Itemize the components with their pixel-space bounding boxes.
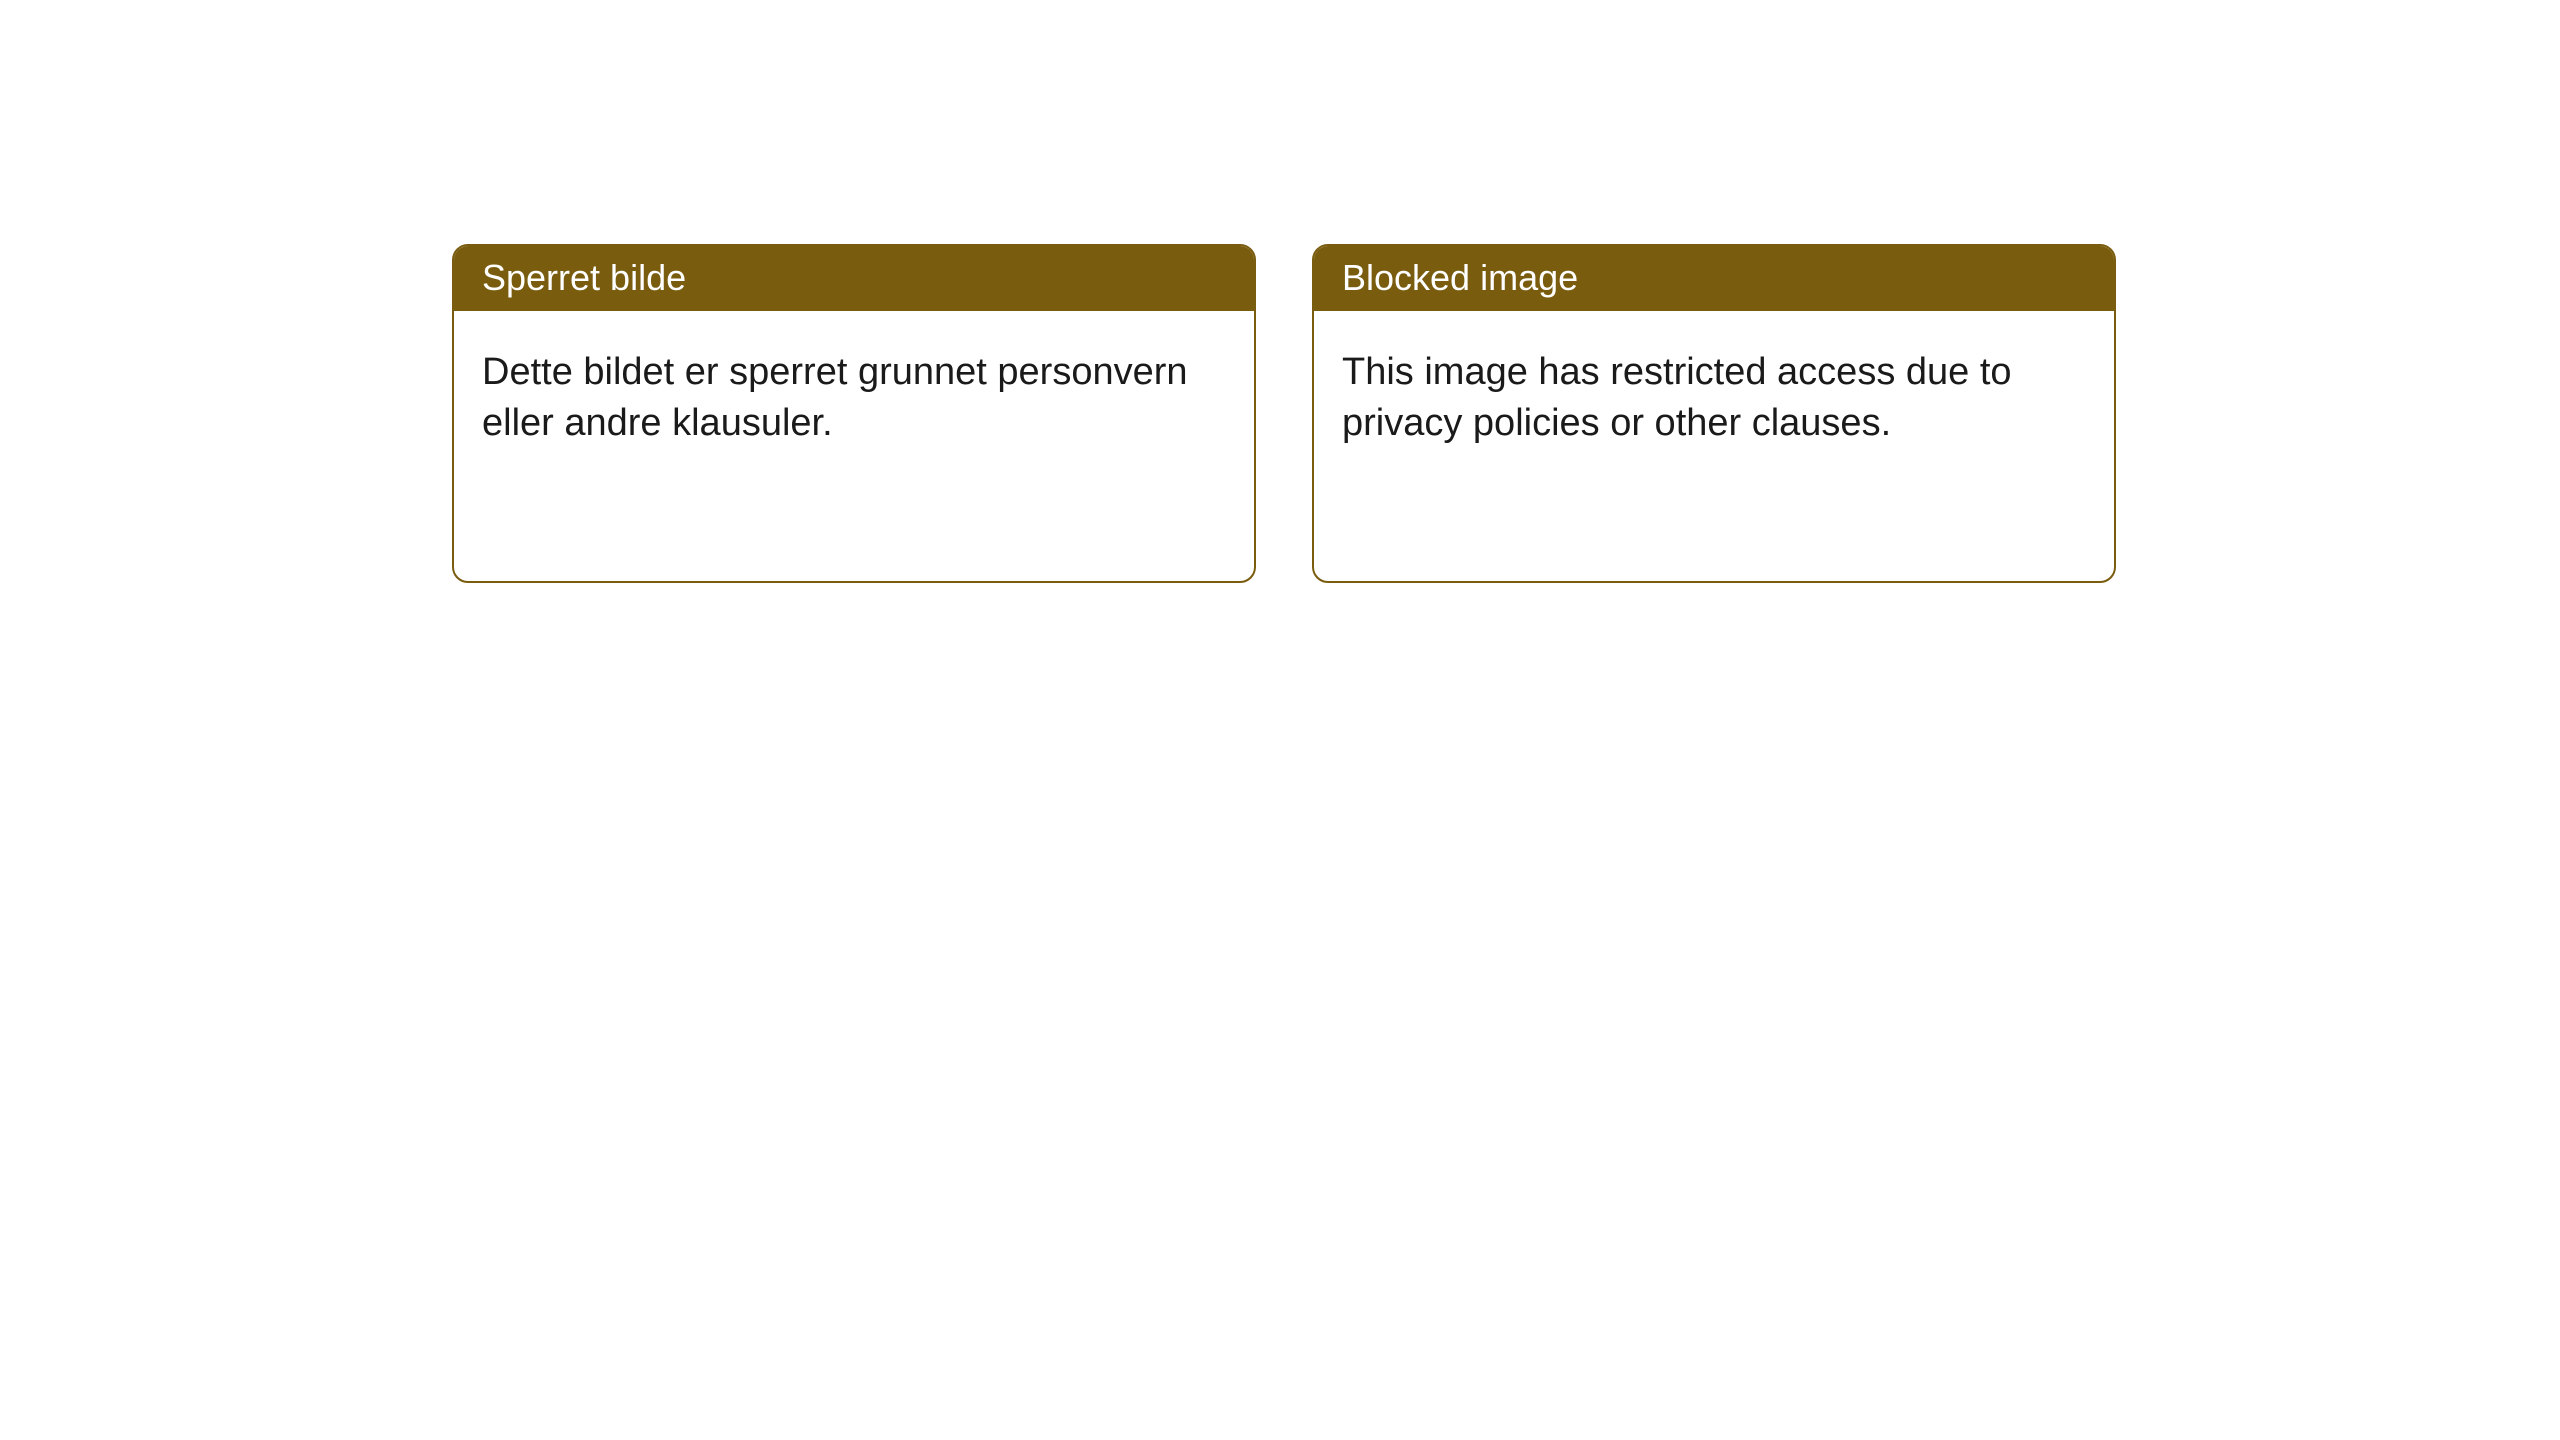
- notice-container: Sperret bilde Dette bildet er sperret gr…: [0, 0, 2560, 583]
- notice-card-english: Blocked image This image has restricted …: [1312, 244, 2116, 583]
- notice-card-norwegian: Sperret bilde Dette bildet er sperret gr…: [452, 244, 1256, 583]
- notice-title-norwegian: Sperret bilde: [454, 246, 1254, 311]
- notice-body-english: This image has restricted access due to …: [1314, 311, 2114, 581]
- notice-title-english: Blocked image: [1314, 246, 2114, 311]
- notice-body-norwegian: Dette bildet er sperret grunnet personve…: [454, 311, 1254, 581]
